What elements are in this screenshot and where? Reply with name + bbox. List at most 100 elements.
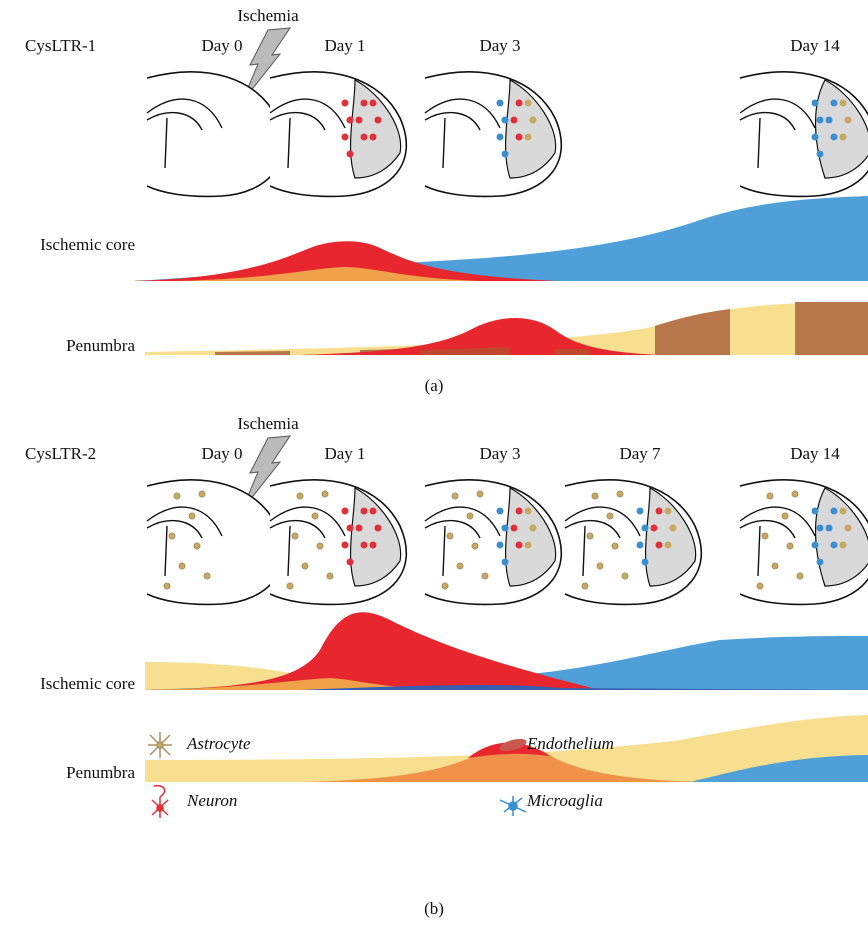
astrocyte (477, 491, 483, 497)
astrocyte (612, 543, 618, 549)
astrocyte (189, 513, 195, 519)
day-label: Day 1 (324, 36, 365, 55)
astrocyte (782, 513, 788, 519)
cell (826, 525, 833, 532)
cell (497, 100, 504, 107)
cell (375, 525, 382, 532)
legend-label: Microaglia (526, 791, 603, 810)
cell (502, 559, 509, 566)
cell (670, 525, 677, 532)
cell (516, 542, 523, 549)
astrocyte (467, 513, 473, 519)
cell (845, 117, 852, 124)
cell (361, 508, 368, 515)
cell (656, 542, 663, 549)
astrocyte (772, 563, 778, 569)
cell (370, 134, 377, 141)
brain-section (270, 480, 406, 605)
astrocyte (302, 563, 308, 569)
cell (831, 134, 838, 141)
cell (637, 542, 644, 549)
astrocyte-icon (148, 732, 172, 758)
cell (342, 542, 349, 549)
cell (516, 508, 523, 515)
cell (530, 117, 537, 124)
astrocyte (797, 573, 803, 579)
cell (665, 542, 672, 549)
day-label: Day 0 (201, 36, 242, 55)
cell (356, 525, 363, 532)
cell (812, 542, 819, 549)
cell (845, 525, 852, 532)
cell (347, 151, 354, 158)
brain-section (270, 72, 406, 197)
astrocyte (787, 543, 793, 549)
cell (361, 100, 368, 107)
cell (502, 151, 509, 158)
cell (642, 525, 649, 532)
infarct (816, 488, 868, 586)
cell (516, 134, 523, 141)
astrocyte (322, 491, 328, 497)
astrocyte (169, 533, 175, 539)
cell (516, 100, 523, 107)
astrocyte (457, 563, 463, 569)
brain-section (147, 480, 283, 605)
cell (812, 100, 819, 107)
day-label: Day 14 (790, 36, 840, 55)
brain-section (147, 72, 283, 197)
cell (525, 100, 532, 107)
astrocyte (762, 533, 768, 539)
astrocyte (442, 583, 448, 589)
cell (831, 508, 838, 515)
astrocyte (757, 583, 763, 589)
ischemia-label: Ischemia (237, 6, 299, 25)
cell (342, 134, 349, 141)
figure: Ischemia CysLTR-1 Day 0 Day 1 Day 3 Day 14 Isc… (0, 0, 868, 938)
cell (525, 134, 532, 141)
cell (497, 134, 504, 141)
receptor-label: CysLTR-2 (25, 444, 96, 463)
cell (840, 542, 847, 549)
cell (840, 100, 847, 107)
brain-section (425, 480, 561, 605)
astrocyte (297, 493, 303, 499)
day-label: Day 3 (479, 444, 520, 463)
astrocyte (617, 491, 623, 497)
brain-outline (147, 72, 283, 197)
brain-section (740, 480, 868, 605)
cell (347, 117, 354, 124)
cell (817, 117, 824, 124)
astrocyte (287, 583, 293, 589)
astrocyte (597, 563, 603, 569)
cell (347, 525, 354, 532)
astrocyte (174, 493, 180, 499)
astrocyte (447, 533, 453, 539)
cell (826, 117, 833, 124)
row-label: Penumbra (66, 336, 135, 355)
neuron-icon (152, 786, 168, 818)
astrocyte (204, 573, 210, 579)
cell (525, 542, 532, 549)
cell (831, 100, 838, 107)
cell (637, 508, 644, 515)
astrocyte (292, 533, 298, 539)
day-label: Day 3 (479, 36, 520, 55)
receptor-label: CysLTR-1 (25, 36, 96, 55)
cell (511, 525, 518, 532)
astrocyte (482, 573, 488, 579)
microglia-icon (500, 796, 526, 816)
penumbra-areas-a (145, 302, 868, 355)
cell (817, 525, 824, 532)
astrocyte (792, 491, 798, 497)
legend-label: Astrocyte (186, 734, 251, 753)
astrocyte (582, 583, 588, 589)
cell (497, 508, 504, 515)
cell (525, 508, 532, 515)
row-label: Ischemic core (40, 674, 135, 693)
ischemia-label: Ischemia (237, 414, 299, 433)
astrocyte (194, 543, 200, 549)
row-label: Penumbra (66, 763, 135, 782)
day-label: Day 1 (324, 444, 365, 463)
panel-label: (b) (424, 899, 444, 918)
